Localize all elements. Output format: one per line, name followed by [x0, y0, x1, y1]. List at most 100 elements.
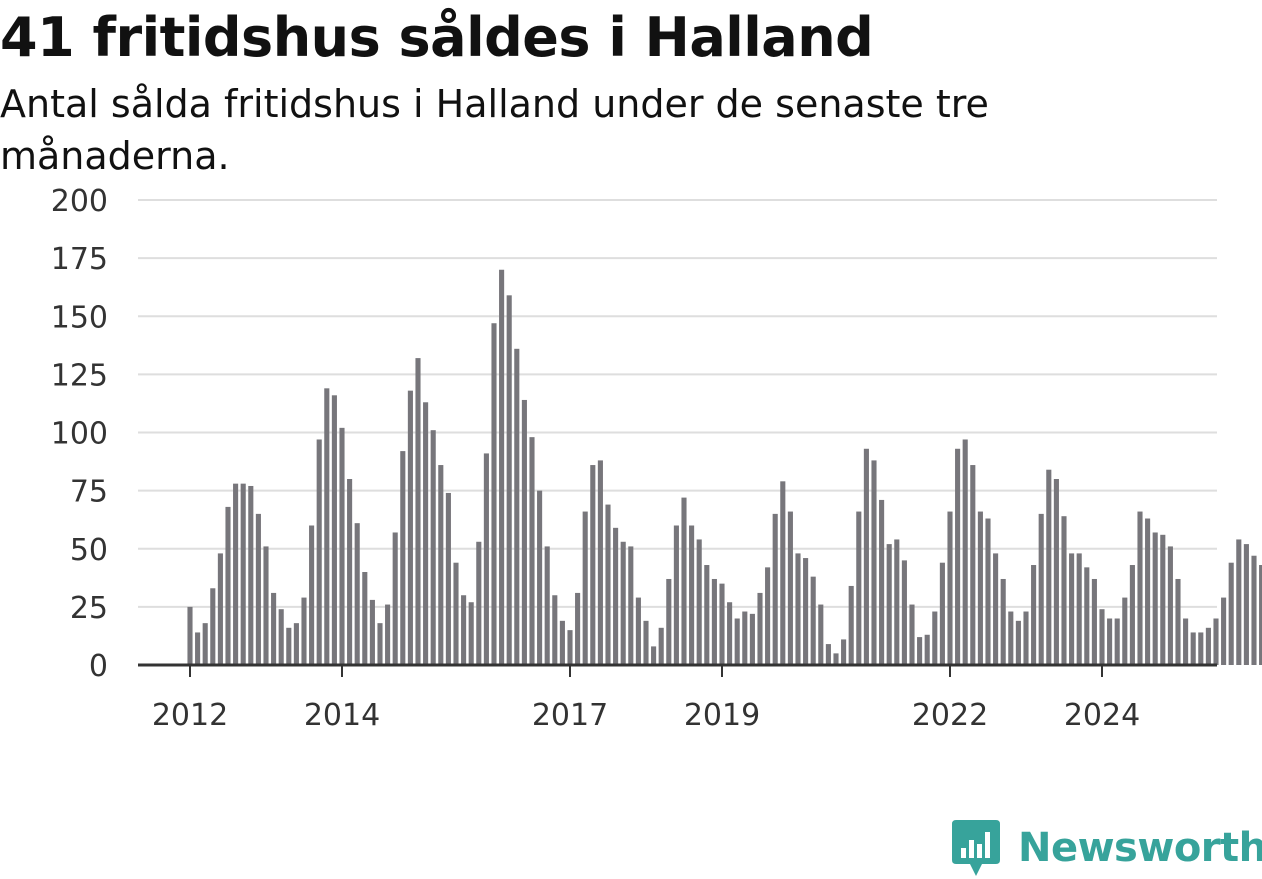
bar-25 — [377, 623, 383, 665]
bar-77 — [772, 513, 778, 666]
x-tick-label-2012: 2012 — [152, 698, 228, 733]
bar-30 — [415, 358, 421, 665]
bar-19 — [331, 395, 337, 665]
bar-81 — [803, 558, 809, 665]
bar-128 — [1160, 534, 1166, 665]
bar-chart-speech-bubble-icon — [952, 820, 1000, 876]
bar-138 — [1236, 539, 1242, 665]
bar-50 — [567, 630, 573, 666]
bar-122 — [1114, 618, 1120, 665]
y-axis-tick-labels: 0 25 50 75 100 125 150 175 200 — [51, 184, 108, 684]
bar-27 — [392, 532, 398, 665]
bar-6 — [233, 483, 239, 665]
y-tick-label-100: 100 — [51, 417, 108, 452]
bar-124 — [1129, 565, 1135, 665]
bar-70 — [719, 583, 725, 666]
bar-71 — [727, 602, 733, 665]
bar-126 — [1145, 518, 1151, 665]
bar-11 — [271, 592, 277, 665]
chart-title: 41 fritidshus såldes i Halland — [0, 6, 874, 69]
y-tick-label-150: 150 — [51, 300, 108, 335]
bar-113 — [1046, 469, 1052, 665]
bar-123 — [1122, 597, 1128, 665]
bar-28 — [400, 451, 406, 665]
bar-67 — [696, 539, 702, 665]
bar-116 — [1069, 553, 1075, 665]
bar-26 — [385, 604, 391, 665]
bar-83 — [818, 604, 824, 665]
bar-129 — [1167, 546, 1173, 665]
bar-125 — [1137, 511, 1143, 665]
bar-37 — [468, 602, 474, 665]
bar-117 — [1076, 553, 1082, 665]
bar-55 — [605, 504, 611, 665]
y-tick-label-50: 50 — [70, 533, 108, 568]
bar-12 — [278, 609, 284, 665]
bar-36 — [461, 595, 467, 665]
bar-135 — [1213, 618, 1219, 665]
bar-86 — [841, 639, 847, 665]
y-tick-label-175: 175 — [51, 242, 108, 277]
bar-102 — [962, 439, 968, 665]
bar-38 — [476, 541, 482, 665]
bar-49 — [559, 620, 565, 665]
bar-16 — [309, 525, 315, 665]
bar-32 — [430, 430, 436, 665]
bar-89 — [863, 448, 869, 665]
bar-114 — [1053, 479, 1059, 665]
bar-112 — [1038, 513, 1044, 666]
bar-63 — [666, 578, 672, 665]
bar-134 — [1205, 627, 1211, 665]
bar-97 — [924, 634, 930, 665]
bar-22 — [354, 523, 360, 665]
bar-56 — [613, 527, 619, 665]
bar-87 — [848, 585, 854, 665]
bar-23 — [362, 572, 368, 665]
bar-141 — [1259, 565, 1262, 665]
bars — [187, 269, 1262, 666]
bar-53 — [590, 465, 596, 665]
bar-4 — [217, 553, 223, 665]
bar-29 — [407, 390, 413, 665]
bar-66 — [689, 525, 695, 665]
bar-44 — [521, 399, 527, 665]
bar-100 — [947, 511, 953, 665]
bar-31 — [423, 402, 429, 665]
bar-35 — [453, 562, 459, 665]
bar-1 — [195, 632, 201, 665]
bar-110 — [1023, 611, 1029, 665]
bar-130 — [1175, 578, 1181, 665]
y-tick-label-25: 25 — [70, 591, 108, 626]
bar-111 — [1031, 565, 1037, 665]
bar-3 — [210, 588, 216, 665]
bar-7 — [240, 483, 246, 665]
bar-133 — [1198, 632, 1204, 665]
y-tick-label-200: 200 — [51, 184, 108, 219]
bar-2 — [202, 623, 208, 665]
bar-127 — [1152, 532, 1158, 665]
bar-90 — [871, 460, 877, 665]
bar-41 — [499, 269, 505, 665]
bar-5 — [225, 506, 231, 665]
x-tick-label-2017: 2017 — [532, 698, 608, 733]
bar-82 — [810, 576, 816, 665]
bar-54 — [597, 460, 603, 665]
bar-84 — [825, 644, 831, 665]
bar-42 — [506, 295, 512, 665]
bar-68 — [704, 565, 710, 665]
y-tick-label-0: 0 — [89, 649, 108, 684]
bar-119 — [1091, 578, 1097, 665]
bar-74 — [749, 613, 755, 665]
bar-75 — [757, 592, 763, 665]
bar-59 — [635, 597, 641, 665]
bar-101 — [955, 448, 961, 665]
bar-95 — [909, 604, 915, 665]
brand-name: Newsworthy — [1018, 825, 1262, 871]
bar-65 — [681, 497, 687, 665]
bar-103 — [970, 465, 976, 665]
bar-34 — [445, 492, 451, 665]
x-axis — [138, 663, 1217, 677]
x-tick-label-2014: 2014 — [304, 698, 380, 733]
bar-60 — [643, 620, 649, 665]
bar-137 — [1228, 562, 1234, 665]
